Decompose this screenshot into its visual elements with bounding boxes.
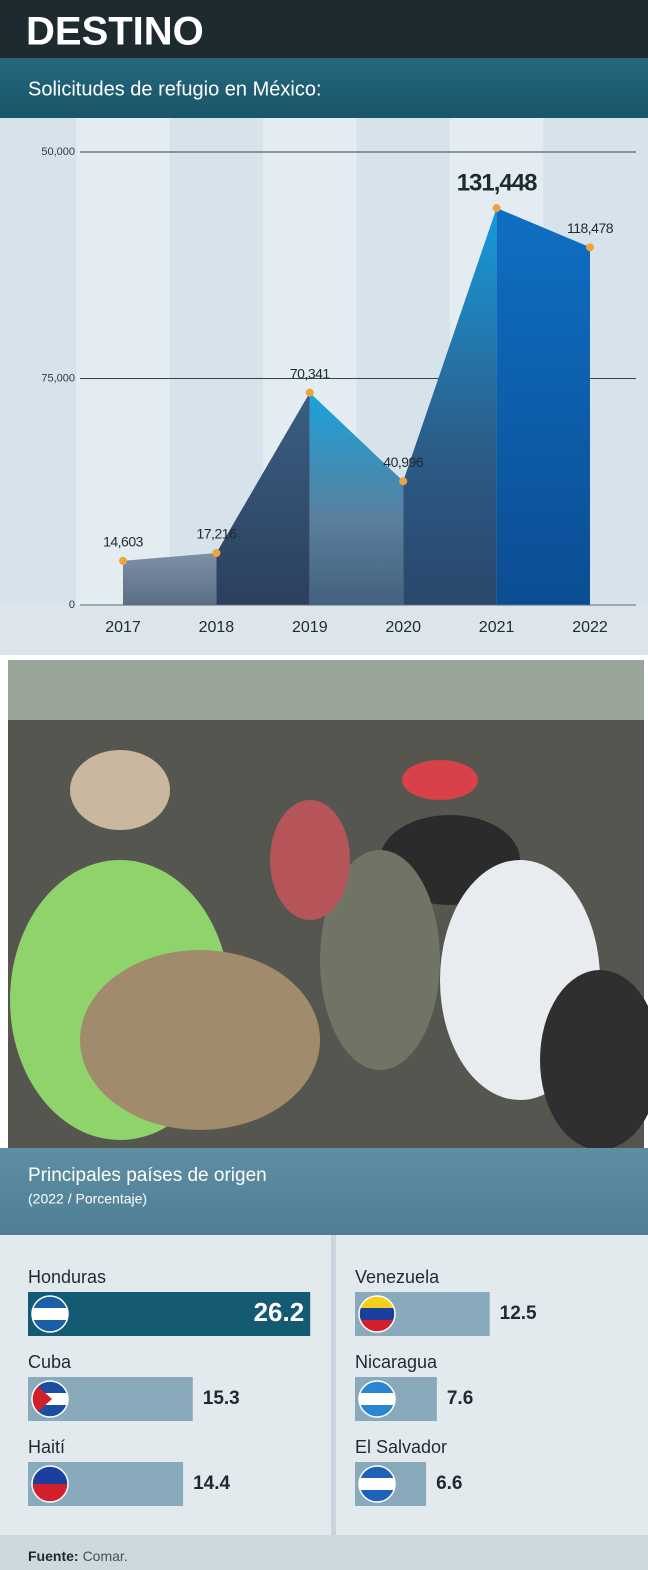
flag-mask <box>30 1464 70 1504</box>
x-tick-label: 2017 <box>105 619 141 636</box>
chart-title: Solicitudes de refugio en México: <box>28 78 322 100</box>
bars-title-band <box>0 1148 648 1235</box>
data-point <box>586 243 594 252</box>
flag-icon <box>357 1294 397 1334</box>
flag-outline <box>358 1295 396 1333</box>
y-tick-label: 75,000 <box>41 372 75 384</box>
x-tick-label: 2019 <box>292 619 328 636</box>
x-tick-label: 2022 <box>572 619 608 636</box>
flag-outline <box>358 1465 396 1503</box>
value-label: 14.4 <box>193 1473 230 1494</box>
area-segment <box>496 208 590 605</box>
value-label: 14,603 <box>103 534 144 550</box>
x-tick-label: 2020 <box>385 619 421 636</box>
divider <box>331 1235 336 1535</box>
x-axis-band <box>0 605 648 655</box>
data-point <box>212 549 221 558</box>
header-title: DESTINO <box>26 10 204 54</box>
category-label: Cuba <box>28 1352 72 1372</box>
flag-stripe <box>32 1466 68 1485</box>
x-tick-label: 2021 <box>479 619 515 636</box>
y-tick-label: 50,000 <box>41 146 75 158</box>
flag-icon <box>30 1294 70 1334</box>
flag-stripe <box>359 1308 395 1321</box>
subtitle-band <box>0 58 648 118</box>
flag-stripe <box>359 1478 395 1491</box>
value-label: 26.2 <box>254 1297 305 1327</box>
area-segment <box>309 392 404 605</box>
flag-outline <box>358 1380 396 1418</box>
value-label: 118,478 <box>567 220 614 236</box>
category-label: Nicaragua <box>355 1352 438 1372</box>
x-tick-label: 2018 <box>199 619 235 636</box>
area-segment <box>216 392 310 605</box>
value-label: 40,996 <box>383 454 424 470</box>
flag-stripe <box>32 1308 68 1321</box>
flag-mask <box>357 1464 397 1504</box>
value-label: 12.5 <box>500 1303 537 1324</box>
flag-mask <box>357 1294 397 1334</box>
flag-mask <box>30 1379 70 1419</box>
flag-icon <box>357 1464 397 1504</box>
bars-title: Principales países de origen <box>28 1165 267 1186</box>
value-label: 15.3 <box>203 1388 240 1409</box>
area-segment <box>403 208 497 605</box>
column-stripe <box>76 118 170 605</box>
footer-source: Comar. <box>83 1548 128 1564</box>
flag-outline <box>31 1380 69 1418</box>
area-segment <box>123 553 217 605</box>
value-label: 70,341 <box>290 365 331 381</box>
flag-triangle <box>32 1381 52 1417</box>
header-band <box>0 0 648 58</box>
y-tick-label: 0 <box>69 599 75 611</box>
flag-stripe <box>359 1393 395 1406</box>
category-label: El Salvador <box>355 1437 447 1457</box>
flag-mask <box>30 1294 70 1334</box>
value-label: 17,216 <box>196 526 237 542</box>
data-point <box>399 477 408 486</box>
value-label: 7.6 <box>447 1388 473 1409</box>
flag-icon <box>30 1464 70 1504</box>
flag-mask <box>357 1379 397 1419</box>
photo <box>8 660 648 1150</box>
data-point <box>492 204 501 213</box>
footer-label: Fuente: <box>28 1548 79 1564</box>
bar <box>28 1292 311 1336</box>
flag-icon <box>357 1379 397 1419</box>
footer: Fuente: Comar. <box>28 1548 128 1564</box>
value-label: 131,448 <box>457 169 537 196</box>
flag-outline <box>31 1295 69 1333</box>
value-label: 6.6 <box>436 1473 462 1494</box>
data-point <box>305 388 314 397</box>
data-point <box>119 556 127 565</box>
category-label: Haití <box>28 1437 65 1457</box>
footer-band <box>0 1535 648 1570</box>
category-label: Venezuela <box>355 1267 440 1287</box>
flag-stripe <box>32 1484 68 1503</box>
category-label: Honduras <box>28 1267 106 1287</box>
bars-subtitle: (2022 / Porcentaje) <box>28 1191 147 1207</box>
flag-icon <box>30 1379 70 1419</box>
flag-outline <box>31 1465 69 1503</box>
